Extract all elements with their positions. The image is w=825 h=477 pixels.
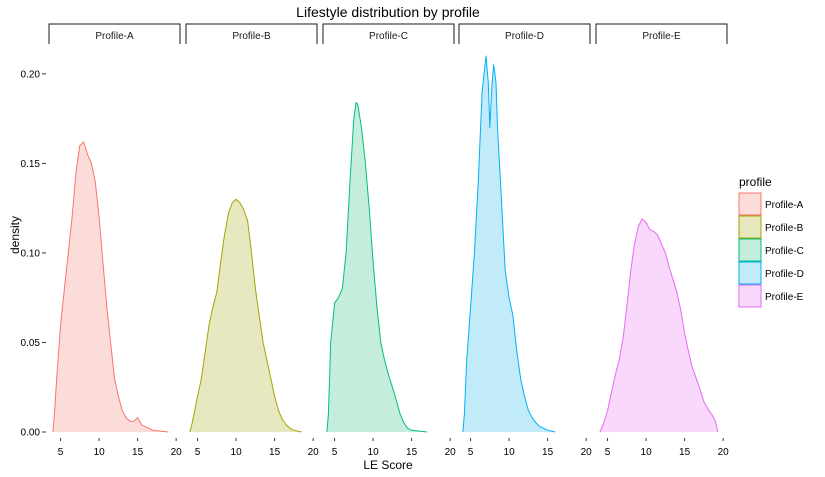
density-area-profile-e — [599, 218, 719, 433]
y-tick-label: 0.15 — [21, 159, 41, 170]
facet-strip-border — [458, 23, 591, 44]
facet-strip-label: Profile-A — [95, 31, 134, 42]
x-tick-label: 10 — [231, 447, 243, 458]
legend-swatch — [738, 261, 762, 285]
x-tick-label: 20 — [171, 447, 183, 458]
facet-strip-label: Profile-D — [505, 31, 544, 42]
x-tick-label: 10 — [641, 447, 653, 458]
x-tick-label: 5 — [58, 447, 64, 458]
legend-item-profile-a: Profile-A — [738, 192, 804, 216]
legend-label: Profile-A — [765, 200, 804, 211]
facet-strip-border — [185, 23, 318, 44]
legend-label: Profile-D — [765, 269, 804, 280]
legend: profile Profile-AProfile-BProfile-CProfi… — [738, 175, 804, 308]
x-tick-label: 20 — [445, 447, 457, 458]
x-tick-label: 5 — [468, 447, 474, 458]
legend-swatch — [738, 192, 762, 216]
chart-title: Lifestyle distribution by profile — [296, 4, 480, 20]
facet-strip-border — [322, 23, 455, 44]
legend-label: Profile-B — [765, 223, 804, 234]
x-tick-label: 10 — [94, 447, 106, 458]
y-axis-title: density — [8, 216, 22, 254]
facet-strip-label: Profile-C — [369, 31, 408, 42]
density-area-profile-a — [52, 141, 169, 433]
y-axis: 0.00 0.05 0.10 0.15 0.20 — [21, 69, 46, 439]
legend-item-profile-b: Profile-B — [738, 215, 804, 239]
x-axis-title: LE Score — [363, 458, 413, 472]
facet-panel-4: Profile-D 5 10 15 20 — [458, 23, 593, 458]
x-tick-label: 15 — [132, 447, 144, 458]
x-tick-label: 20 — [308, 447, 320, 458]
y-tick-label: 0.10 — [21, 248, 41, 259]
facet-panel-2: Profile-B 5 10 15 20 — [185, 23, 320, 458]
x-tick-label: 15 — [269, 447, 281, 458]
legend-item-profile-d: Profile-D — [738, 261, 804, 285]
x-tick-label: 15 — [542, 447, 554, 458]
facet-strip-label: Profile-E — [642, 31, 681, 42]
x-tick-label: 15 — [679, 447, 691, 458]
legend-items: Profile-A Profile-B Profile-C Profile-D Prof… — [738, 192, 804, 308]
density-area-profile-b — [189, 198, 302, 433]
legend-title: profile — [739, 175, 772, 189]
x-tick-label: 5 — [605, 447, 611, 458]
legend-item-profile-e: Profile-E — [738, 284, 804, 308]
x-tick-label: 5 — [332, 447, 338, 458]
legend-item-profile-c: Profile-C — [738, 238, 804, 262]
x-tick-label: 10 — [368, 447, 380, 458]
density-area-profile-d — [462, 55, 556, 433]
facet-panel-3: Profile-C 5 10 15 20 — [322, 23, 457, 458]
y-tick-label: 0.05 — [21, 338, 41, 349]
legend-label: Profile-E — [765, 292, 804, 303]
x-tick-label: 15 — [406, 447, 418, 458]
y-tick-label: 0.20 — [21, 69, 41, 80]
density-area-profile-c — [326, 102, 428, 433]
legend-swatch — [738, 238, 762, 262]
facet-strip-border — [48, 23, 181, 44]
x-tick-label: 20 — [718, 447, 730, 458]
facet-strip-label: Profile-B — [232, 31, 271, 42]
facet-strip-border — [595, 23, 728, 44]
x-tick-label: 20 — [581, 447, 593, 458]
y-tick-label: 0.00 — [21, 428, 41, 439]
legend-swatch — [738, 284, 762, 308]
x-tick-label: 10 — [504, 447, 516, 458]
legend-swatch — [738, 215, 762, 239]
legend-label: Profile-C — [765, 246, 804, 257]
facet-panel-5: Profile-E 5 10 15 20 — [595, 23, 730, 458]
facet-panel-1: Profile-A 5 10 15 20 — [48, 23, 183, 458]
x-tick-label: 5 — [195, 447, 201, 458]
